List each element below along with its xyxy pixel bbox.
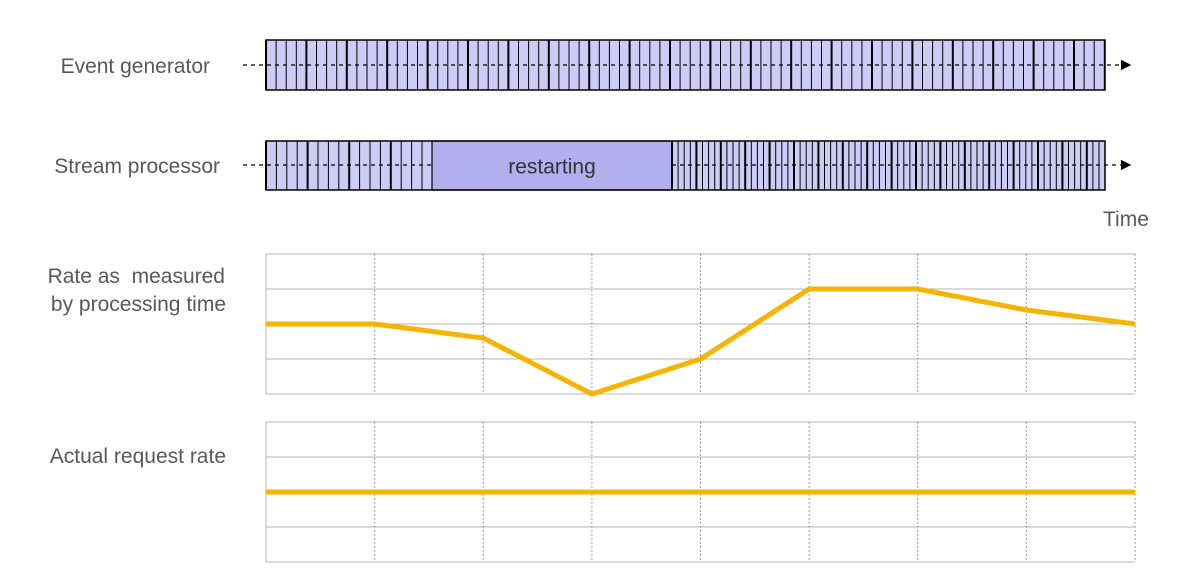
stream-processor-track: restarting [243, 140, 1132, 191]
event-generator-track [243, 39, 1132, 91]
restart-block [431, 140, 673, 191]
rate-series-line [266, 286, 1136, 397]
rate-measured-chart [265, 253, 1136, 397]
generator-track-border [265, 39, 1106, 91]
event-generator-label: Event generator [60, 55, 210, 78]
restart-label: restarting [508, 156, 596, 179]
stream-processor-label: Stream processor [54, 155, 220, 178]
rate-measured-label-line1: Rate as measured [47, 265, 225, 288]
time-label: Time [1103, 208, 1149, 231]
rate-measured-label-line2: by processing time [50, 293, 226, 316]
actual-rate-label: Actual request rate [49, 445, 226, 468]
actual-rate-chart [265, 421, 1136, 563]
